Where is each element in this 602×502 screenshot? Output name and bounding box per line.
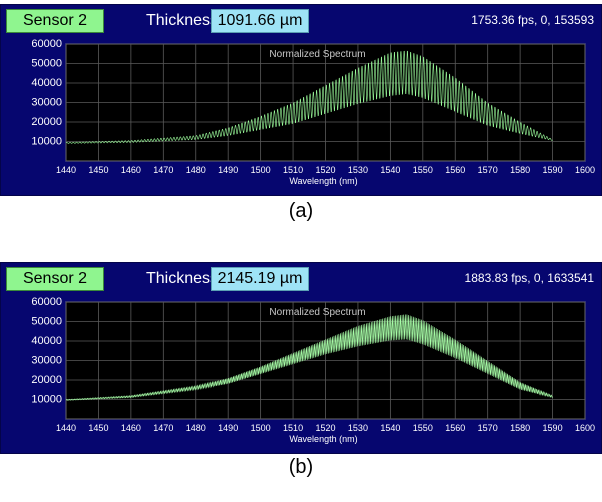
y-tick-label: 40000 <box>31 77 62 89</box>
x-tick-label: 1490 <box>218 423 238 433</box>
x-tick-label: 1600 <box>575 423 595 433</box>
x-tick-label: 1580 <box>510 423 530 433</box>
sensor-label[interactable]: Sensor 2 <box>6 267 104 291</box>
x-tick-label: 1600 <box>575 165 595 175</box>
x-axis-label: Wavelength (nm) <box>289 434 357 444</box>
y-tick-label: 50000 <box>31 316 62 328</box>
x-tick-label: 1440 <box>56 165 76 175</box>
x-tick-label: 1560 <box>445 423 465 433</box>
spectrum-panel-b: Sensor 2 Thickness 2145.19 µm 1883.83 fp… <box>0 262 602 454</box>
x-tick-label: 1520 <box>315 165 335 175</box>
x-tick-label: 1480 <box>186 423 206 433</box>
x-tick-label: 1530 <box>348 165 368 175</box>
x-tick-label: 1550 <box>413 165 433 175</box>
y-tick-label: 60000 <box>31 38 62 50</box>
y-tick-label: 50000 <box>31 58 62 70</box>
x-tick-label: 1450 <box>88 165 108 175</box>
x-tick-label: 1450 <box>88 423 108 433</box>
spectrum-line <box>65 50 553 144</box>
figure-caption-b: (b) <box>288 456 314 478</box>
spectrum-chart: 1440 1450 1460 1470 1480 1490 1500 1510 1520 1530… <box>31 296 595 444</box>
y-tick-label: 40000 <box>31 335 62 347</box>
x-tick-label: 1560 <box>445 165 465 175</box>
x-tick-label: 1570 <box>478 165 498 175</box>
y-tick-label: 20000 <box>31 116 62 128</box>
x-tick-label: 1580 <box>510 165 530 175</box>
y-tick-label: 30000 <box>31 355 62 367</box>
x-axis-label: Wavelength (nm) <box>289 176 357 186</box>
spectrum-line <box>65 314 553 401</box>
fps-readout: 1753.36 fps, 0, 153593 <box>471 13 594 27</box>
x-tick-label: 1550 <box>413 423 433 433</box>
spectrum-panel-a: Sensor 2 Thickness 1091.66 µm 1753.36 fp… <box>0 4 602 196</box>
figure-caption-a: (a) <box>288 200 314 222</box>
x-tick-label: 1500 <box>251 423 271 433</box>
y-tick-label: 30000 <box>31 97 62 109</box>
spectrum-chart: 1440 1450 1460 1470 1480 1490 1500 1510 1520 1530… <box>31 38 595 186</box>
sensor-label[interactable]: Sensor 2 <box>6 9 104 33</box>
x-tick-label: 1460 <box>121 423 141 433</box>
x-tick-label: 1470 <box>153 423 173 433</box>
thickness-label: Thickness <box>146 270 219 287</box>
thickness-label: Thickness <box>146 12 219 29</box>
thickness-value: 1091.66 µm <box>211 9 309 33</box>
chart-title: Normalized Spectrum <box>269 307 365 318</box>
y-tick-label: 10000 <box>31 394 62 406</box>
x-tick-label: 1510 <box>283 423 303 433</box>
x-tick-label: 1520 <box>315 423 335 433</box>
x-tick-label: 1590 <box>543 423 563 433</box>
x-tick-label: 1440 <box>56 423 76 433</box>
y-tick-label: 60000 <box>31 296 62 308</box>
thickness-value: 2145.19 µm <box>211 267 309 291</box>
x-tick-label: 1530 <box>348 423 368 433</box>
fps-readout: 1883.83 fps, 0, 1633541 <box>464 271 594 285</box>
y-tick-label: 20000 <box>31 374 62 386</box>
x-tick-label: 1590 <box>543 165 563 175</box>
x-tick-label: 1510 <box>283 165 303 175</box>
x-tick-label: 1540 <box>380 165 400 175</box>
x-tick-label: 1570 <box>478 423 498 433</box>
x-tick-label: 1490 <box>218 165 238 175</box>
x-tick-label: 1480 <box>186 165 206 175</box>
x-tick-label: 1470 <box>153 165 173 175</box>
x-tick-label: 1500 <box>251 165 271 175</box>
x-tick-label: 1460 <box>121 165 141 175</box>
x-tick-label: 1540 <box>380 423 400 433</box>
chart-title: Normalized Spectrum <box>269 49 365 60</box>
y-tick-label: 10000 <box>31 136 62 148</box>
